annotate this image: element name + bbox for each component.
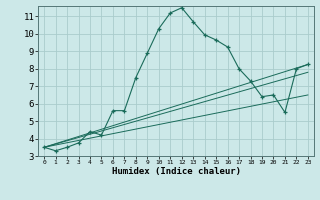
X-axis label: Humidex (Indice chaleur): Humidex (Indice chaleur) <box>111 167 241 176</box>
